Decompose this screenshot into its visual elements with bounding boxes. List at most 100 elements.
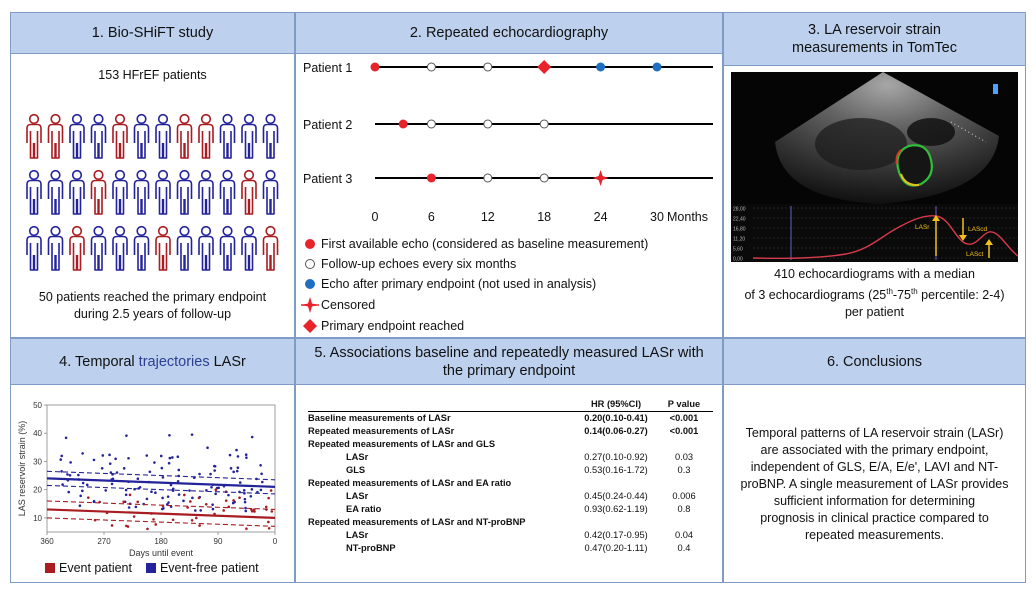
event-free-point [100, 466, 104, 470]
panel-associations-title: 5. Associations baseline and repeatedly … [296, 339, 722, 385]
event-free-point [64, 436, 68, 440]
event-ci-lower [46, 517, 276, 527]
event-swatch [45, 563, 55, 573]
event-point [222, 509, 225, 512]
event-free-point [79, 494, 82, 498]
endpoint-summary: 50 patients reached the primary endpoint… [38, 290, 267, 321]
event-point [154, 523, 158, 526]
p-value-cell: <0.001 [669, 426, 699, 436]
panel-conclusions: 6. Conclusions Temporal patterns of LA r… [723, 338, 1026, 583]
censored-marker [592, 170, 609, 186]
event-free-patient-icon [133, 169, 150, 215]
event-free-point [145, 497, 149, 501]
row-label: Repeated measurements of LASr and NT-pro… [308, 517, 526, 527]
hr-cell: 0.14(0.06-0.27) [584, 426, 648, 436]
event-point [253, 510, 256, 513]
event-free-trend [46, 477, 276, 488]
y-tick-label: 30 [33, 457, 42, 466]
p-value-cell: <0.001 [655, 411, 713, 425]
trajectory-legend: Event patient Event-free patient [45, 561, 259, 575]
event-free-point [101, 454, 105, 457]
y-tick-label: 50 [33, 401, 42, 410]
event-free-point [85, 483, 89, 487]
event-free-point [150, 490, 153, 494]
row-label: NT-proBNP [346, 543, 396, 553]
red-diamond-icon [300, 319, 320, 333]
x-tick-label: 90 [214, 537, 223, 546]
blue-dot-icon [300, 278, 320, 290]
event-patient-icon [262, 225, 279, 271]
event-free-point [236, 466, 240, 470]
event-point [232, 499, 235, 502]
event-free-point [60, 470, 63, 473]
censored-star-icon [300, 297, 320, 313]
event-point [270, 510, 274, 513]
event-free-point [261, 480, 264, 484]
legend-censored: Censored [300, 297, 375, 313]
event-free-point [191, 496, 194, 500]
hr-cell: 0.45(0.24-0.44) [584, 491, 648, 501]
event-free-point [67, 490, 71, 494]
event-ci-upper [46, 500, 276, 510]
patient-label: Patient 2 [303, 118, 352, 132]
event-free-point [177, 493, 181, 496]
event-point [110, 524, 114, 527]
event-free-point [66, 473, 69, 476]
event-patient-icon [176, 113, 193, 159]
event-free-point [134, 505, 138, 509]
panel-tomtec: 3. LA reservoir strain measurements in T… [723, 12, 1026, 338]
followup-echo-marker [426, 119, 436, 129]
event-point [264, 505, 268, 509]
event-free-point [59, 458, 63, 461]
event-free-point [81, 481, 85, 485]
event-free-point [228, 453, 232, 457]
axis-tick-label: 24 [594, 210, 608, 224]
event-free-point [160, 466, 164, 470]
event-free-point [110, 482, 114, 486]
event-point [189, 500, 192, 503]
event-patient-icon [155, 225, 171, 271]
event-free-point [194, 509, 197, 512]
event-free-point [169, 483, 173, 487]
event-point [269, 489, 273, 492]
event-free-point [206, 446, 209, 450]
event-free-patient-icon [155, 169, 171, 215]
event-free-patient-icon [219, 113, 236, 159]
conclusion-text: Temporal patterns of LA reservoir strain… [728, 425, 1021, 544]
x-tick-label: 180 [154, 537, 168, 546]
followup-echo-marker [539, 119, 549, 129]
event-free-point [81, 452, 84, 455]
event-free-point [92, 499, 96, 503]
trajectory-scatter-plot: 50 40 30 20 10 360 270 180 90 0 Days until event LA… [17, 401, 278, 558]
event-point [197, 496, 201, 500]
hr-cell [577, 516, 655, 529]
event-free-point [235, 469, 239, 473]
event-patient-icon [47, 113, 64, 159]
event-free-point [238, 481, 242, 484]
x-tick-label: 0 [273, 537, 278, 546]
p-value-cell [655, 477, 713, 490]
strain-axis-tick: 0,00 [733, 257, 743, 263]
hr-cell [577, 438, 655, 451]
hr-cell: 0.93(0.62-1.19) [584, 504, 648, 514]
strain-curve [752, 215, 1018, 260]
event-free-point [188, 489, 191, 492]
open-circle-icon [300, 258, 320, 270]
row-label [308, 398, 577, 412]
event-free-point [115, 471, 119, 474]
table-row: Repeated measurements of LASr and EA rat… [308, 477, 713, 490]
event-free-point [236, 455, 240, 458]
table-row: LASr 0.27(0.10-0.92) 0.03 [308, 451, 713, 464]
row-label: LASr [346, 530, 369, 540]
y-tick-label: 20 [33, 486, 42, 495]
lasct-arrow-head [985, 239, 993, 245]
event-free-patient-icon [69, 113, 85, 159]
panel-tomtec-title: 3. LA reservoir strain measurements in T… [724, 13, 1025, 66]
strain-trace-chart: 28,00 22,40 16,80 11,20 5,60 0,00 LASr LAScd LAS… [731, 204, 1018, 262]
event-free-point [250, 488, 254, 491]
event-free-point [162, 506, 165, 510]
event-free-point [159, 454, 163, 458]
event-patient-icon [241, 169, 257, 215]
strain-axis-tick: 11,20 [733, 237, 745, 243]
event-free-patient-icon [47, 169, 64, 215]
